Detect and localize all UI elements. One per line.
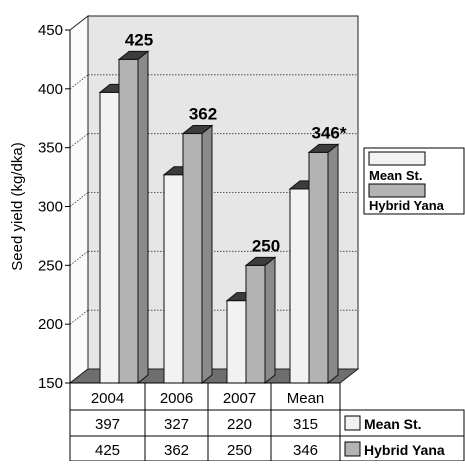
table-header-2006: 2006 [160, 390, 193, 407]
gridline-side [69, 133, 89, 148]
table-value: 315 [293, 416, 318, 433]
bar-hybrid-yana [245, 264, 266, 384]
bar-mean-st [99, 91, 120, 384]
legend-label-mean-st: Mean St. [369, 168, 422, 183]
bar-hybrid-yana [308, 151, 329, 384]
data-label: 250 [252, 236, 280, 255]
legend-label-hybrid-yana: Hybrid Yana [369, 198, 445, 213]
table-value: 362 [164, 442, 189, 459]
gridline-side [69, 192, 89, 207]
bar-mean-st [163, 174, 184, 384]
bar-top [244, 256, 277, 266]
y-tick-label: 150 [38, 375, 63, 392]
bar-mean-st [289, 188, 310, 384]
side-wall [69, 14, 89, 385]
bar-side [264, 256, 276, 385]
table-series-label: Hybrid Yana [364, 442, 445, 458]
table-value: 327 [164, 416, 189, 433]
bar-top [307, 143, 340, 153]
table-swatch [344, 415, 361, 431]
bar-hybrid-yana [182, 133, 203, 384]
bar-mean-st [226, 300, 247, 384]
gridline-side [69, 309, 89, 325]
bar-side [327, 143, 339, 385]
gridline-side [69, 251, 89, 266]
table-swatch [344, 441, 361, 457]
table-value: 397 [95, 416, 120, 433]
bar-top [181, 125, 214, 135]
gridline-side [69, 74, 89, 90]
data-label: 425 [125, 30, 153, 49]
legend-swatch-hybrid-yana [368, 183, 426, 198]
table-header-mean: Mean [287, 390, 325, 407]
table-value: 346 [293, 442, 318, 459]
table-value: 425 [95, 442, 120, 459]
y-tick-label: 300 [38, 199, 63, 216]
bar-side [201, 124, 213, 385]
y-axis-title: Seed yield (kg/dka) [9, 142, 26, 270]
y-tick-label: 250 [38, 257, 63, 274]
bar-hybrid-yana [118, 58, 139, 384]
table-value: 220 [227, 416, 252, 433]
y-tick-label: 400 [38, 81, 63, 98]
data-label: 362 [189, 105, 217, 124]
bar-top [117, 50, 150, 60]
bar-side [137, 50, 149, 385]
legend-swatch-mean-st [368, 151, 426, 166]
table-header-2004: 2004 [91, 390, 124, 407]
table-value: 250 [227, 442, 252, 459]
table-series-label: Mean St. [364, 416, 422, 432]
y-tick-label: 200 [38, 316, 63, 333]
data-label: 346* [312, 123, 347, 142]
table-header-2007: 2007 [223, 390, 256, 407]
y-tick-label: 450 [38, 22, 63, 39]
y-tick-label: 350 [38, 140, 63, 157]
